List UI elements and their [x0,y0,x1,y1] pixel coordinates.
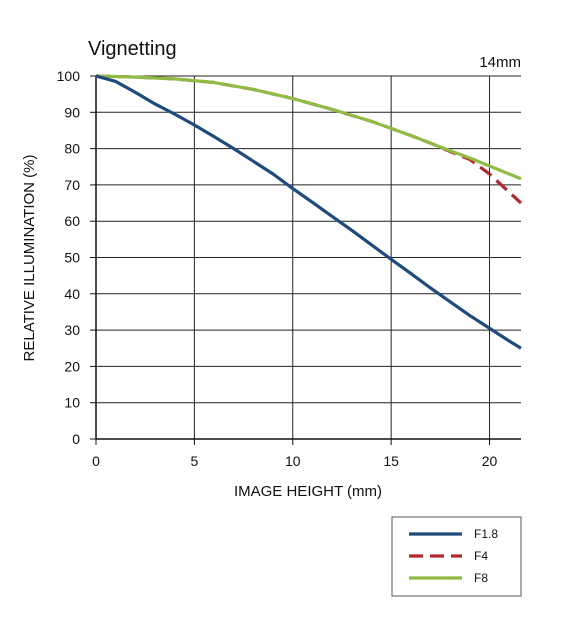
series-line-f4 [95,74,523,205]
chart-title: Vignetting [88,38,177,60]
y-tick-label: 50 [64,250,80,266]
tick-labels: 0 10 20 30 40 50 60 70 80 90 100 0 5 10 15 20 [57,68,498,469]
y-tick-label: 20 [64,358,80,374]
axes [90,75,521,445]
legend-label: F8 [474,571,488,585]
y-tick-label: 90 [64,104,80,120]
series-line-f8 [95,74,522,181]
x-tick-label: 15 [383,453,399,469]
y-tick-label: 60 [64,213,80,229]
y-tick-label: 0 [72,431,80,447]
chart-subtitle: 14mm [479,54,521,71]
x-tick-label: 20 [482,453,498,469]
legend-label: F1.8 [474,527,498,541]
y-tick-label: 80 [64,141,80,157]
x-tick-label: 0 [92,453,100,469]
y-tick-label: 10 [64,395,80,411]
y-tick-label: 100 [57,68,81,84]
x-tick-label: 5 [190,453,198,469]
legend: F1.8 F4 F8 [391,516,522,597]
x-axis-title: IMAGE HEIGHT (mm) [234,483,382,500]
series-lines [95,74,523,350]
series-line-f1-8 [95,74,522,350]
y-tick-label: 30 [64,322,80,338]
y-axis-title: RELATIVE ILLUMINATION (%) [21,155,38,362]
legend-label: F4 [474,549,488,563]
grid [96,75,521,439]
y-tick-label: 70 [64,177,80,193]
x-tick-label: 10 [285,453,301,469]
y-tick-label: 40 [64,286,80,302]
